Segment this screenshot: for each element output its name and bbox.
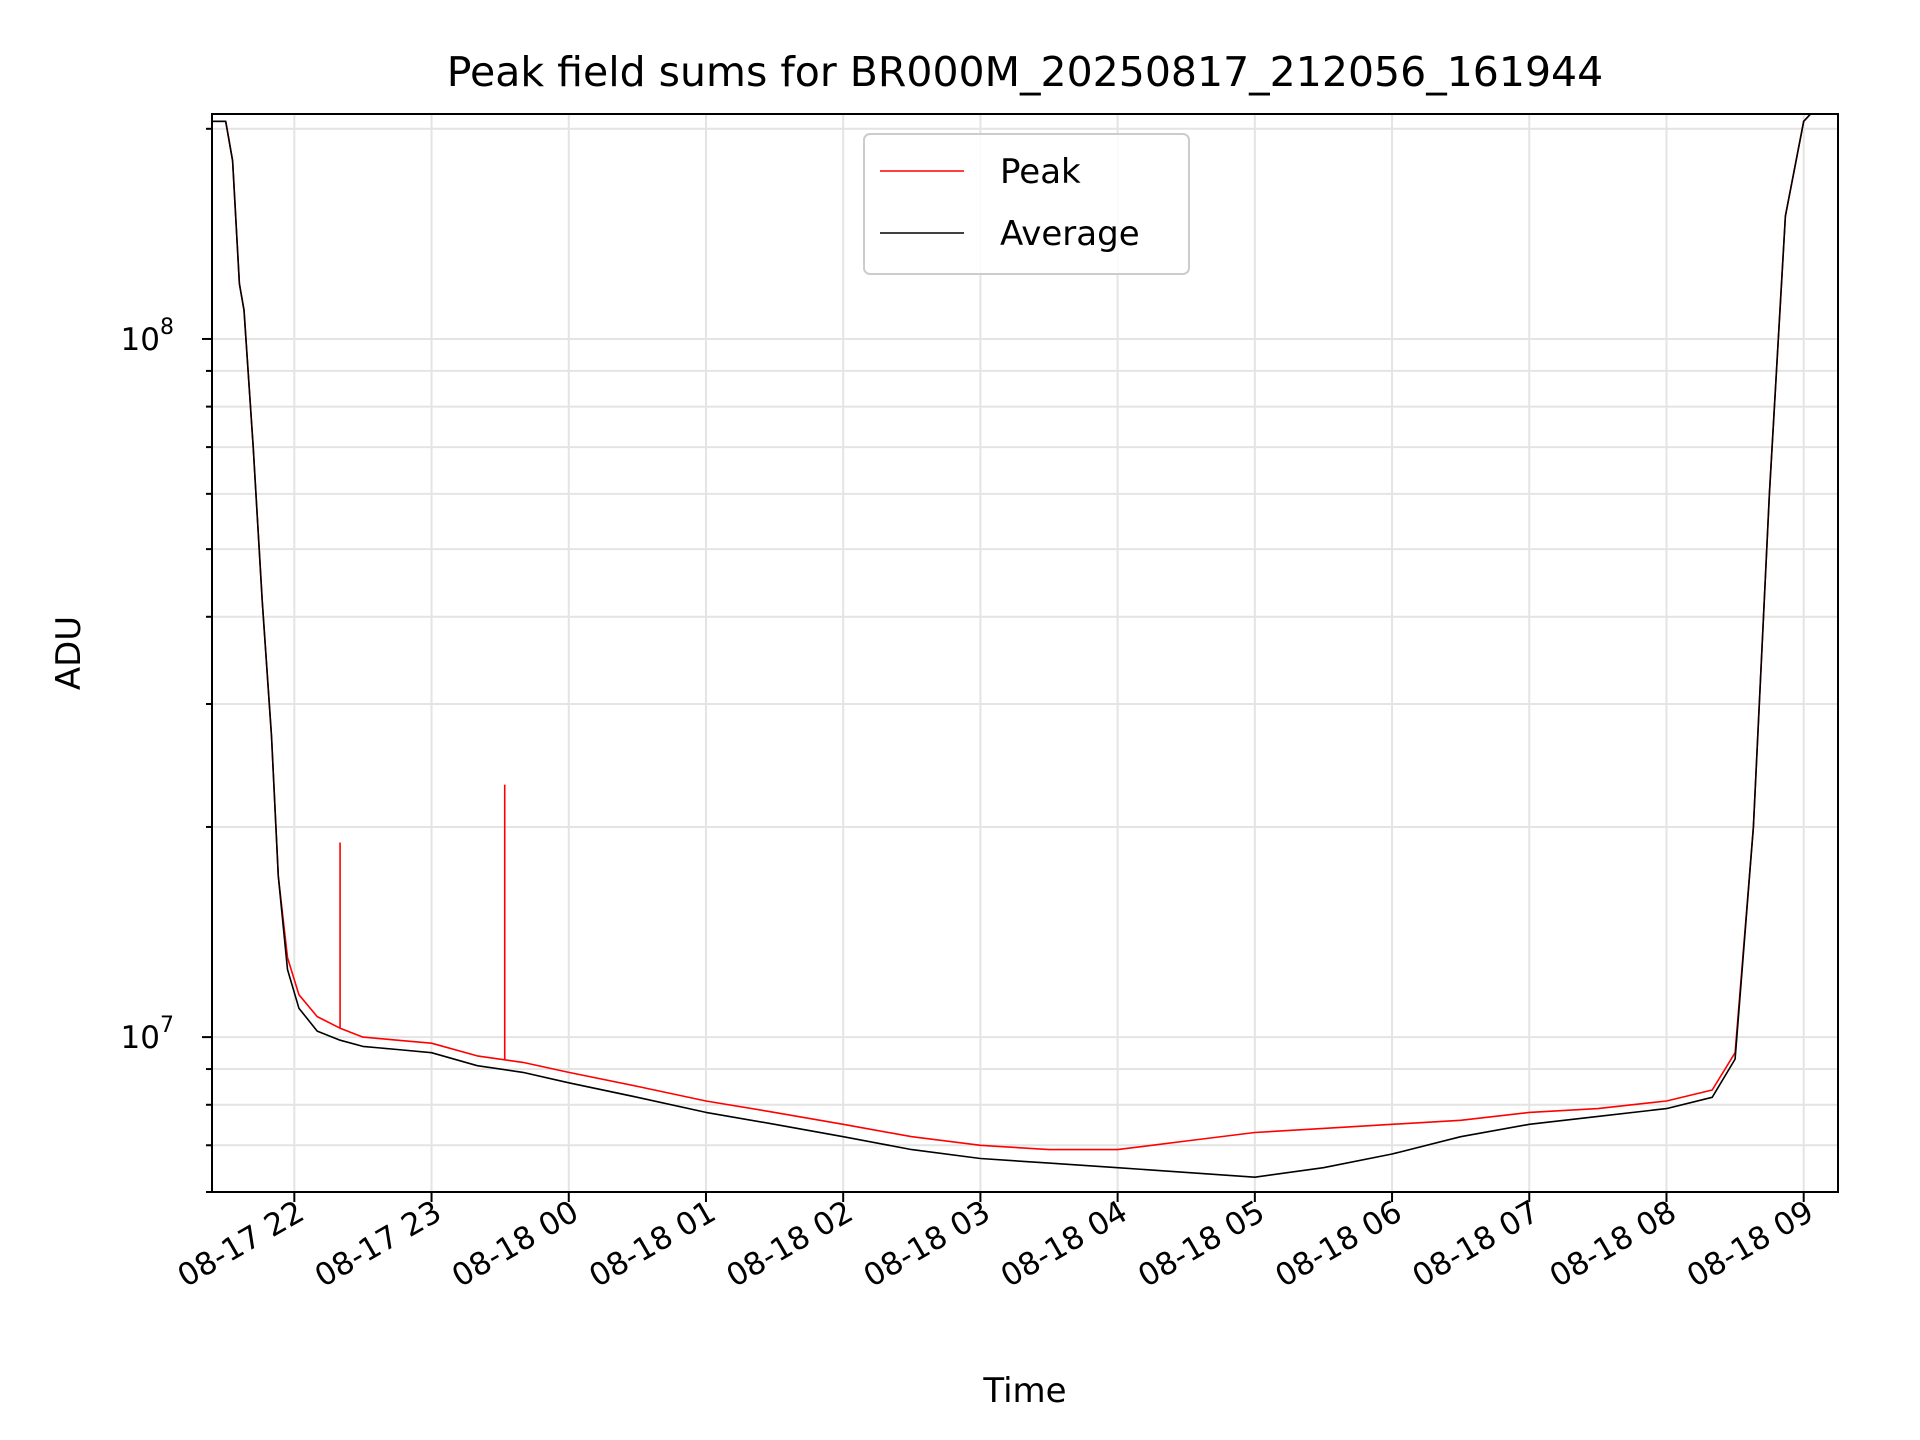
y-axis: 107 108	[121, 127, 212, 1193]
x-axis-label: Time	[982, 1371, 1066, 1411]
y-axis-label: ADU	[49, 616, 89, 690]
chart-title: Peak field sums for BR000M_20250817_2120…	[447, 48, 1603, 96]
legend-label-peak: Peak	[1000, 152, 1081, 192]
series-line-average	[212, 114, 1812, 1178]
legend-label-average: Average	[1000, 214, 1140, 254]
y-tick-label: 108	[121, 315, 174, 358]
grid	[212, 114, 1838, 1193]
series-layer	[212, 114, 1812, 1178]
plot-frame	[211, 113, 1839, 1193]
series-average	[212, 114, 1812, 1178]
legend-box	[863, 133, 1190, 275]
y-tick-label: 107	[121, 1013, 174, 1056]
legend: Peak Average	[863, 133, 1190, 275]
